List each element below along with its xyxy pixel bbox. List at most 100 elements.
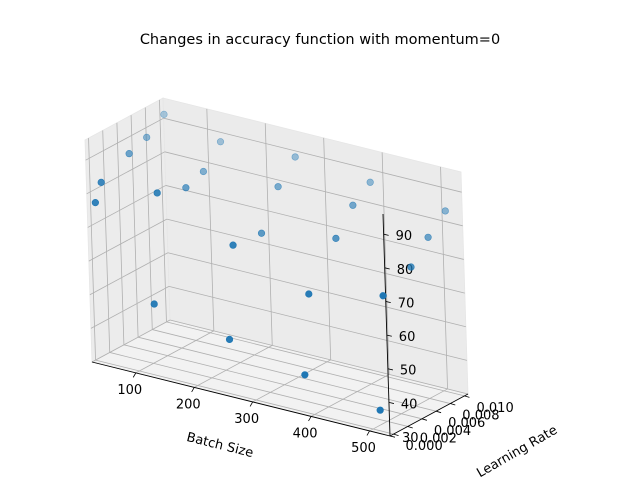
data-point (143, 133, 151, 141)
data-point (225, 335, 234, 344)
z-tick-mark (383, 233, 389, 236)
data-point (424, 233, 432, 241)
z-tick-label: 50 (400, 364, 417, 379)
x-grid-line-floor (252, 359, 331, 403)
data-point (379, 292, 387, 300)
data-point (291, 153, 299, 161)
data-point (301, 371, 309, 379)
data-point (97, 178, 105, 186)
data-point (160, 110, 168, 118)
x-tick-mark (191, 387, 195, 393)
data-point (182, 184, 190, 192)
data-point (274, 183, 282, 191)
x-tick-label: 100 (117, 383, 142, 398)
z-grid-line-back (164, 151, 463, 227)
chart-title: Changes in accuracy function with moment… (140, 32, 500, 48)
data-point (216, 138, 225, 146)
y-axis-line (389, 393, 469, 437)
y-tick-label: 0.008 (462, 409, 499, 424)
y-grid-line-floor (123, 344, 423, 420)
y-grid-line-floor (109, 352, 408, 427)
x-tick-label: 200 (176, 397, 201, 412)
z-tick-label: 30 (402, 431, 419, 446)
y-tick-label: 0.006 (448, 416, 485, 431)
data-point (91, 199, 99, 207)
z-tick-mark (387, 368, 393, 371)
x-tick-label: 400 (293, 426, 318, 441)
y-tick-mark (464, 395, 470, 398)
data-point (229, 241, 237, 249)
x-tick-label: 500 (351, 441, 376, 456)
x-grid-line-floor (194, 345, 273, 388)
x-tick-mark (132, 372, 137, 378)
x-grid-line-floor (135, 330, 215, 374)
x-grid-line-back (440, 166, 448, 389)
y-tick-mark (407, 426, 413, 429)
data-point (407, 263, 415, 271)
x-tick-mark (249, 401, 254, 407)
z-grid-line-left (86, 151, 165, 195)
data-point (366, 178, 374, 186)
data-point (150, 300, 158, 308)
x-grid-line-back (381, 152, 390, 375)
axis-ticks: 100 200 300 400 500 0.0000.0020.0040.0060.008… (91, 213, 514, 456)
data-point (153, 189, 161, 197)
z-grid-line-back (169, 319, 469, 395)
z-grid-line-left (85, 117, 164, 161)
z-grid-line-left (89, 252, 169, 296)
z-tick-label: 90 (396, 229, 413, 244)
y-tick-mark (393, 433, 399, 436)
x-tick-mark (366, 430, 370, 436)
y-tick-mark (435, 410, 442, 414)
y-grid-line-floor (152, 329, 451, 404)
data-point (332, 234, 340, 242)
x-axis-label: Batch Size (185, 430, 255, 461)
y-tick-label: 0.002 (420, 432, 457, 447)
x-grid-line-floor (369, 388, 448, 432)
x-grid-line-back (264, 123, 273, 346)
z-grid-line-left (87, 185, 166, 228)
z-tick-mark (384, 267, 390, 270)
y-tick-mark (450, 403, 456, 406)
y-grid-line-floor (137, 336, 437, 412)
z-grid-line-back (166, 218, 465, 294)
data-point (257, 229, 266, 237)
x-grid-line-floor (310, 374, 390, 417)
y-tick-mark (421, 418, 428, 421)
y-grid-line-left (102, 130, 111, 353)
x-grid-line-back (323, 137, 332, 360)
x-grid-line-back (206, 108, 215, 331)
z-tick-mark (386, 334, 392, 337)
data-points (91, 110, 449, 414)
x-axis-line (91, 361, 391, 437)
data-point (441, 207, 449, 215)
z-grid-line-left (90, 286, 170, 329)
y-tick-label: 0.010 (477, 401, 514, 416)
z-tick-label: 60 (399, 330, 416, 345)
y-grid-line-floor (95, 359, 394, 435)
grid-lines (85, 99, 469, 435)
y-grid-line-left (88, 138, 96, 361)
z-grid-line-back (165, 185, 464, 260)
z-tick-mark (389, 435, 396, 438)
y-grid-line-floor (166, 321, 465, 397)
z-grid-line-left (88, 218, 168, 262)
z-grid-line-left (91, 319, 171, 363)
y-axis-label: Learning Rate (474, 423, 560, 480)
x-tick-label: 300 (234, 412, 259, 427)
data-point (199, 167, 207, 176)
y-tick-label: 0.004 (434, 424, 471, 439)
z-grid-line-back (167, 252, 466, 328)
z-tick-mark (388, 401, 395, 404)
y-grid-line-left (159, 99, 167, 322)
z-tick-label: 40 (401, 397, 418, 412)
z-grid-line-back (168, 285, 468, 361)
z-grid-line-back (163, 117, 462, 193)
data-point (305, 290, 313, 298)
data-point (125, 150, 133, 158)
data-point (349, 201, 357, 209)
y-tick-label: 0.000 (406, 439, 443, 454)
data-point (376, 406, 384, 414)
